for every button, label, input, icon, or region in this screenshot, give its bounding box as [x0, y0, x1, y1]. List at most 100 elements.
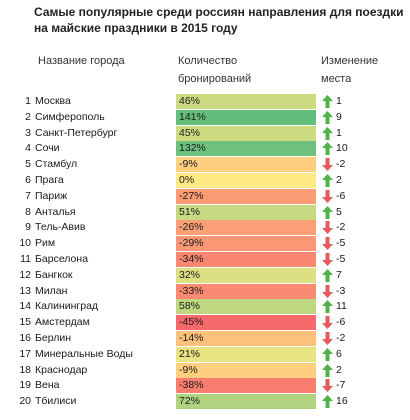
rank-change-value: -5: [336, 237, 346, 250]
city-name: Амстердам: [35, 316, 90, 329]
bookings-change-cell: -45%: [176, 315, 316, 331]
rank-change-value: 9: [336, 110, 342, 123]
bookings-change-cell: -14%: [176, 330, 316, 347]
city-name: Тель-Авив: [35, 221, 86, 234]
row-number: 10: [19, 237, 31, 250]
city-name: Краснодар: [35, 363, 88, 376]
table-row: 12 Бангкок 32% 7: [0, 267, 410, 284]
bookings-change-cell: -33%: [176, 283, 316, 299]
rank-change-value: -3: [336, 284, 346, 297]
city-name: Стамбул: [35, 158, 78, 171]
row-number: 17: [19, 347, 31, 360]
row-number: 20: [19, 395, 31, 408]
rank-change-value: -6: [336, 189, 346, 202]
ranking-table: 1 Москва 46% 1 2 Симферополь 141% 9 3 Санкт-Петер…: [0, 94, 410, 410]
table-row: 8 Анталья 51% 5: [0, 204, 410, 221]
city-name: Сочи: [35, 142, 60, 155]
table-row: 3 Санкт-Петербург 45% 1: [0, 125, 410, 142]
arrow-up-icon: [322, 268, 333, 282]
table-row: 17 Минеральные Воды 21% 6: [0, 346, 410, 363]
arrow-up-icon: [322, 300, 333, 314]
arrow-up-icon: [322, 363, 333, 377]
bookings-change-cell: -29%: [176, 236, 316, 252]
arrow-down-icon: [322, 284, 333, 298]
rank-change-value: -6: [336, 316, 346, 329]
arrow-down-icon: [322, 189, 333, 203]
row-number: 19: [19, 379, 31, 392]
city-name: Берлин: [35, 331, 72, 344]
header-rank-change: Изменение места: [321, 55, 379, 85]
arrow-down-icon: [322, 237, 333, 251]
row-number: 18: [19, 363, 31, 376]
bookings-change-cell: 46%: [176, 94, 316, 110]
row-number: 5: [25, 158, 31, 171]
bookings-change-cell: -26%: [176, 220, 316, 236]
bookings-change-cell: -9%: [176, 362, 316, 378]
table-row: 15 Амстердам -45% -6: [0, 315, 410, 331]
bookings-change-cell: -34%: [176, 251, 316, 268]
rank-change-value: 6: [336, 347, 342, 360]
arrow-up-icon: [322, 142, 333, 156]
bookings-change-cell: -38%: [176, 378, 316, 394]
city-name: Милан: [35, 284, 68, 297]
table-row: 16 Берлин -14% -2: [0, 330, 410, 347]
table-row: 20 Тбилиси 72% 16: [0, 394, 410, 410]
rank-change-value: -2: [336, 331, 346, 344]
row-number: 1: [25, 95, 31, 107]
row-number: 3: [25, 126, 31, 139]
city-name: Тбилиси: [35, 395, 77, 408]
table-row: 10 Рим -29% -5: [0, 236, 410, 252]
rank-change-value: 10: [336, 142, 348, 155]
city-name: Москва: [35, 95, 71, 107]
row-number: 13: [19, 284, 31, 297]
city-name: Барселона: [35, 252, 89, 265]
arrow-down-icon: [322, 331, 333, 345]
row-number: 9: [25, 221, 31, 234]
city-name: Париж: [35, 189, 68, 202]
bookings-change-cell: 32%: [176, 267, 316, 283]
arrow-up-icon: [322, 110, 333, 124]
table-row: 4 Сочи 132% 10: [0, 141, 410, 157]
rank-change-value: 16: [336, 395, 348, 408]
arrow-up-icon: [322, 395, 333, 409]
row-number: 15: [19, 316, 31, 329]
header-bookings: Количество бронирований: [178, 55, 252, 85]
rank-change-value: 1: [336, 126, 342, 139]
rank-change-value: -5: [336, 252, 346, 265]
city-name: Прага: [35, 173, 64, 186]
table-row: 18 Краснодар -9% 2: [0, 362, 410, 379]
bookings-change-cell: 51%: [176, 204, 316, 220]
arrow-up-icon: [322, 205, 333, 219]
arrow-down-icon: [322, 379, 333, 393]
rank-change-value: 1: [336, 95, 342, 107]
row-number: 7: [25, 189, 31, 202]
header-city: Название города: [38, 55, 125, 67]
rank-change-value: 11: [336, 300, 347, 313]
rank-change-value: 5: [336, 205, 342, 218]
arrow-up-icon: [322, 173, 333, 187]
row-number: 8: [25, 205, 31, 218]
row-number: 4: [25, 142, 31, 155]
arrow-down-icon: [322, 252, 333, 266]
bookings-change-cell: -27%: [176, 188, 316, 204]
city-name: Калининград: [35, 300, 99, 313]
city-name: Симферополь: [35, 110, 105, 123]
arrow-down-icon: [322, 158, 333, 172]
table-row: 11 Барселона -34% -5: [0, 251, 410, 268]
bookings-change-cell: 21%: [176, 346, 316, 362]
rank-change-value: 7: [336, 268, 342, 281]
bookings-change-cell: 45%: [176, 125, 316, 141]
city-name: Минеральные Воды: [35, 347, 133, 360]
bookings-change-cell: -9%: [176, 157, 316, 173]
city-name: Санкт-Петербург: [35, 126, 118, 139]
rank-change-value: -2: [336, 221, 346, 234]
city-name: Анталья: [35, 205, 76, 218]
page-title: Самые популярные среди россиян направлен…: [34, 5, 404, 35]
arrow-up-icon: [322, 95, 333, 108]
arrow-down-icon: [322, 221, 333, 235]
arrow-down-icon: [322, 316, 333, 330]
table-row: 19 Вена -38% -7: [0, 378, 410, 394]
table-row: 6 Прага 0% 2: [0, 172, 410, 189]
arrow-up-icon: [322, 126, 333, 140]
bookings-change-cell: 72%: [176, 394, 316, 410]
